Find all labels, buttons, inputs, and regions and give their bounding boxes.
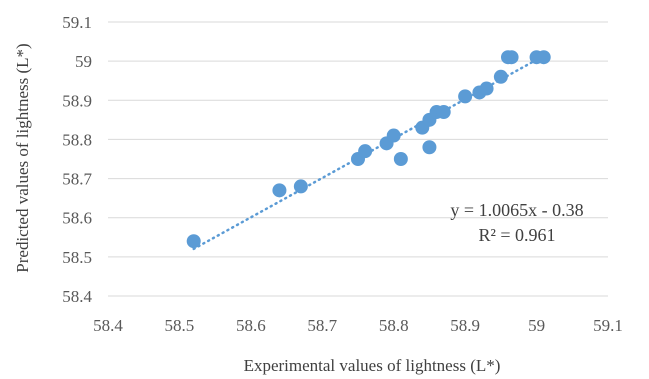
x-axis-title: Experimental values of lightness (L*) <box>244 356 501 375</box>
data-point <box>293 179 308 194</box>
y-tick-label: 58.9 <box>62 91 92 110</box>
data-point <box>493 69 508 84</box>
x-tick-label: 58.5 <box>165 316 195 335</box>
y-tick-label: 58.4 <box>62 287 92 306</box>
gridlines <box>108 21 608 258</box>
y-tick-label: 59.1 <box>62 13 92 32</box>
y-tick-label: 58.5 <box>62 248 92 267</box>
data-point <box>422 140 437 155</box>
data-point <box>458 89 473 104</box>
x-tick-label: 58.6 <box>236 316 266 335</box>
x-tick-label: 58.8 <box>379 316 409 335</box>
trendline-equation: y = 1.0065x - 0.38 <box>450 200 583 220</box>
data-point <box>272 183 287 198</box>
x-tick-label: 58.7 <box>307 316 337 335</box>
data-point <box>536 50 551 65</box>
data-point <box>436 105 451 120</box>
data-point <box>386 128 401 143</box>
data-point <box>479 81 494 96</box>
data-point <box>504 50 519 65</box>
data-point <box>393 152 408 166</box>
data-point <box>358 144 373 159</box>
y-tick-labels: 58.4 58.5 58.6 58.7 58.8 58.9 59 59.1 <box>62 13 92 306</box>
x-tick-label: 59.1 <box>593 316 623 335</box>
r-squared-label: R² = 0.961 <box>478 225 555 245</box>
y-axis-title: Predicted values of lightness (L*) <box>13 43 32 272</box>
x-tick-label: 58.9 <box>450 316 480 335</box>
y-tick-label: 58.8 <box>62 130 92 149</box>
y-tick-label: 59 <box>75 52 92 71</box>
x-tick-label: 59 <box>528 316 545 335</box>
data-point <box>186 234 201 249</box>
x-tick-labels: 58.4 58.5 58.6 58.7 58.8 58.9 59 59.1 <box>93 316 623 335</box>
x-tick-label: 58.4 <box>93 316 123 335</box>
y-tick-label: 58.6 <box>62 209 92 228</box>
data-points <box>186 50 551 249</box>
y-tick-label: 58.7 <box>62 170 92 189</box>
